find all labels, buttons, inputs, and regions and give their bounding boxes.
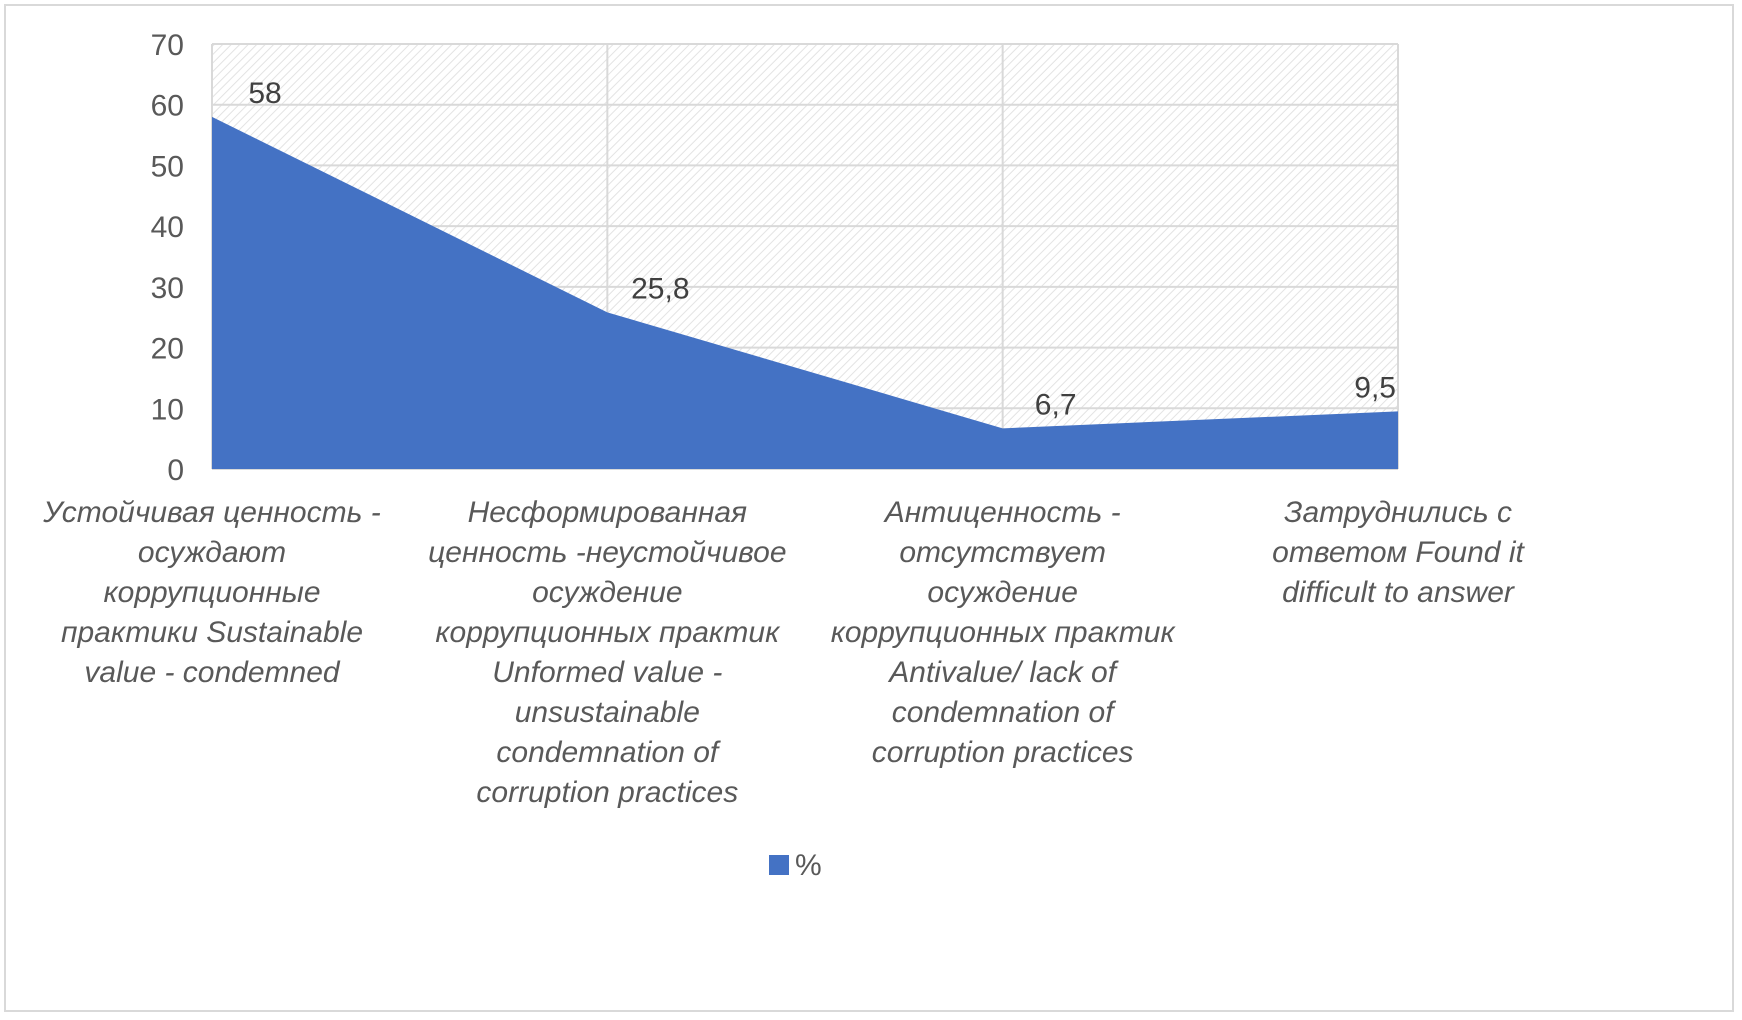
category-label-line: Unformed value - — [492, 656, 722, 689]
category-label-line: Несформированная — [468, 496, 747, 529]
category-label-line: осуждение — [532, 576, 682, 609]
data-label: 9,5 — [1354, 371, 1396, 404]
category-label-line: отсутствует — [899, 536, 1106, 569]
category-label-line: коррупционных практик — [831, 616, 1177, 649]
category-label-line: Затруднились с — [1284, 496, 1512, 529]
category-label-line: unsustainable — [515, 696, 700, 729]
category-label-line: corruption practices — [872, 736, 1134, 769]
category-label-line: осуждение — [927, 576, 1077, 609]
data-label: 58 — [248, 77, 281, 110]
category-label: Несформированная ценность -неустойчивое ос… — [428, 496, 786, 809]
legend-swatch — [769, 855, 789, 875]
y-tick-label: 0 — [167, 454, 184, 487]
category-label-line: value - condemned — [84, 656, 340, 689]
category-label-line: практики Sustainable — [61, 616, 363, 649]
category-label-line: коррупционные — [103, 576, 320, 609]
y-tick-label: 50 — [151, 150, 184, 183]
category-label: Антиценность - отсутствует осуждение корруп… — [831, 496, 1177, 769]
data-label: 25,8 — [631, 272, 689, 305]
y-tick-label: 30 — [151, 272, 184, 305]
y-tick-label: 10 — [151, 393, 184, 426]
category-label-line: осуждают — [138, 536, 286, 569]
category-label-line: ответом Found it — [1272, 536, 1525, 569]
category-label-line: ценность -неустойчивое — [428, 536, 786, 569]
category-label-line: condemnation of — [496, 736, 720, 769]
category-label-line: Antivalue/ lack of — [887, 656, 1118, 689]
y-tick-label: 40 — [151, 211, 184, 244]
data-label: 6,7 — [1035, 388, 1077, 421]
category-label-line: Устойчивая ценность - — [42, 496, 380, 529]
category-label-line: condemnation of — [892, 696, 1116, 729]
category-label-line: difficult to answer — [1282, 576, 1515, 609]
y-tick-label: 20 — [151, 333, 184, 366]
category-label-line: коррупционных практик — [435, 616, 781, 649]
category-label-line: corruption practices — [476, 776, 738, 809]
series-area — [212, 116, 1398, 469]
legend-label: % — [795, 849, 822, 882]
area-chart: 0 10 20 30 40 50 60 70 58 25,8 6,7 9,5 Устойчивая … — [42, 29, 1525, 882]
y-tick-label: 70 — [151, 29, 184, 62]
category-label: Затруднились с ответом Found it difficult … — [1272, 496, 1525, 609]
category-label: Устойчивая ценность - осуждают коррупционн… — [42, 496, 380, 689]
category-label-line: Антиценность - — [883, 496, 1121, 529]
chart-frame: 0 10 20 30 40 50 60 70 58 25,8 6,7 9,5 Устойчивая … — [4, 4, 1734, 1012]
y-tick-label: 60 — [151, 90, 184, 123]
